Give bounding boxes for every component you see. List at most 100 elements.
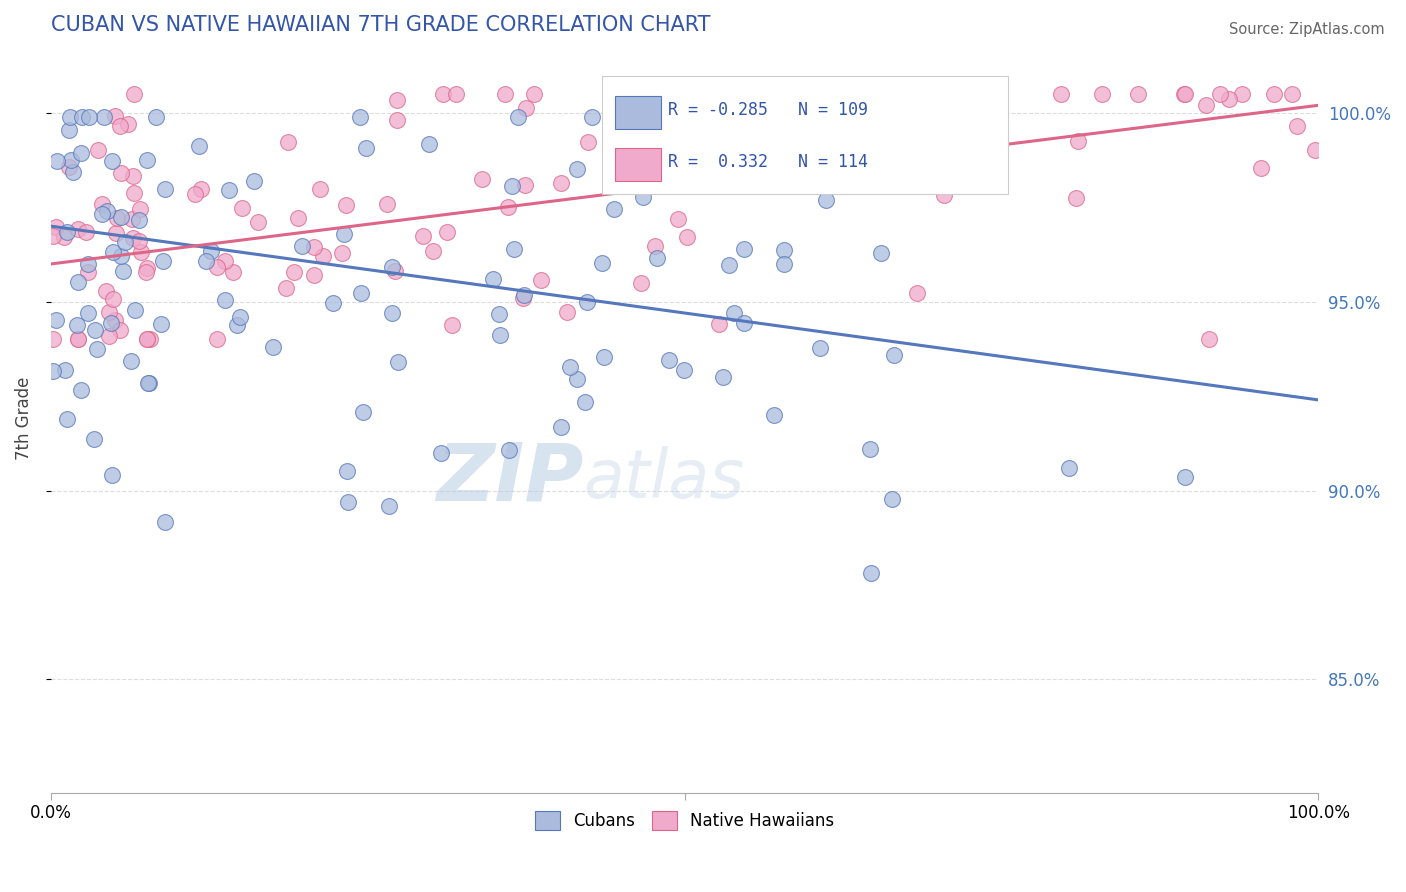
Point: [150, 318, 173, 332]
Point: [723, 305, 745, 319]
Point: [711, 370, 734, 384]
Point: [381, 260, 404, 274]
Point: [1091, 87, 1114, 101]
Point: [385, 93, 408, 107]
Point: [717, 258, 740, 272]
Point: [633, 190, 655, 204]
Point: [574, 394, 596, 409]
Point: [152, 254, 174, 268]
Point: [103, 292, 125, 306]
Point: [565, 372, 588, 386]
Point: [59, 153, 82, 168]
Point: [124, 303, 146, 318]
Point: [565, 162, 588, 177]
Point: [104, 312, 127, 326]
Point: [763, 408, 786, 422]
Point: [214, 293, 236, 307]
Point: [381, 306, 404, 320]
Point: [100, 154, 122, 169]
Point: [59, 110, 82, 124]
Point: [1281, 87, 1303, 101]
Point: [962, 118, 984, 132]
Point: [77, 110, 100, 124]
Point: [291, 239, 314, 253]
Point: [56, 225, 79, 239]
Point: [349, 110, 371, 124]
Point: [581, 110, 603, 124]
FancyBboxPatch shape: [614, 95, 661, 128]
Point: [274, 281, 297, 295]
Point: [693, 173, 716, 187]
Point: [673, 363, 696, 377]
Point: [498, 442, 520, 457]
Point: [377, 197, 399, 211]
Text: R = -0.285   N = 109: R = -0.285 N = 109: [668, 101, 868, 119]
Point: [658, 175, 681, 189]
Point: [488, 307, 510, 321]
Point: [550, 419, 572, 434]
Point: [62, 165, 84, 179]
Point: [593, 350, 616, 364]
Point: [214, 253, 236, 268]
Point: [58, 123, 80, 137]
Point: [153, 182, 176, 196]
Point: [287, 211, 309, 225]
Point: [218, 183, 240, 197]
Point: [247, 214, 270, 228]
Point: [135, 264, 157, 278]
Point: [46, 153, 69, 168]
Point: [1263, 87, 1285, 101]
Point: [550, 176, 572, 190]
Point: [859, 442, 882, 456]
Point: [262, 340, 284, 354]
Text: Source: ZipAtlas.com: Source: ZipAtlas.com: [1229, 22, 1385, 37]
Point: [733, 316, 755, 330]
Point: [772, 243, 794, 257]
Point: [810, 87, 832, 101]
Point: [523, 87, 546, 101]
Legend: Cubans, Native Hawaiians: Cubans, Native Hawaiians: [529, 804, 841, 837]
Point: [441, 318, 464, 332]
Text: CUBAN VS NATIVE HAWAIIAN 7TH GRADE CORRELATION CHART: CUBAN VS NATIVE HAWAIIAN 7TH GRADE CORRE…: [51, 15, 710, 35]
Point: [136, 260, 159, 275]
Point: [905, 286, 928, 301]
Point: [153, 515, 176, 529]
Point: [135, 333, 157, 347]
Point: [103, 110, 125, 124]
Point: [1209, 87, 1232, 101]
Point: [122, 87, 145, 102]
Point: [1194, 98, 1216, 112]
Point: [77, 306, 100, 320]
Point: [53, 363, 76, 377]
Point: [83, 432, 105, 446]
Point: [67, 333, 90, 347]
Point: [773, 110, 796, 124]
Point: [387, 355, 409, 369]
Point: [436, 225, 458, 239]
Point: [883, 348, 905, 362]
Point: [707, 317, 730, 331]
Point: [336, 495, 359, 509]
Point: [45, 219, 67, 234]
Point: [1232, 87, 1254, 101]
Point: [304, 240, 326, 254]
Point: [110, 119, 132, 133]
Point: [225, 318, 247, 333]
Point: [69, 383, 91, 397]
Point: [934, 187, 956, 202]
Point: [41, 229, 63, 244]
Point: [501, 179, 523, 194]
Point: [243, 174, 266, 188]
Point: [98, 329, 121, 343]
Point: [513, 178, 536, 192]
Point: [1198, 333, 1220, 347]
Point: [657, 353, 679, 368]
Point: [100, 316, 122, 330]
Point: [630, 276, 652, 290]
Point: [308, 182, 330, 196]
Point: [385, 113, 408, 128]
Point: [1286, 119, 1309, 133]
Point: [576, 135, 599, 149]
Point: [104, 226, 127, 240]
Point: [354, 141, 377, 155]
